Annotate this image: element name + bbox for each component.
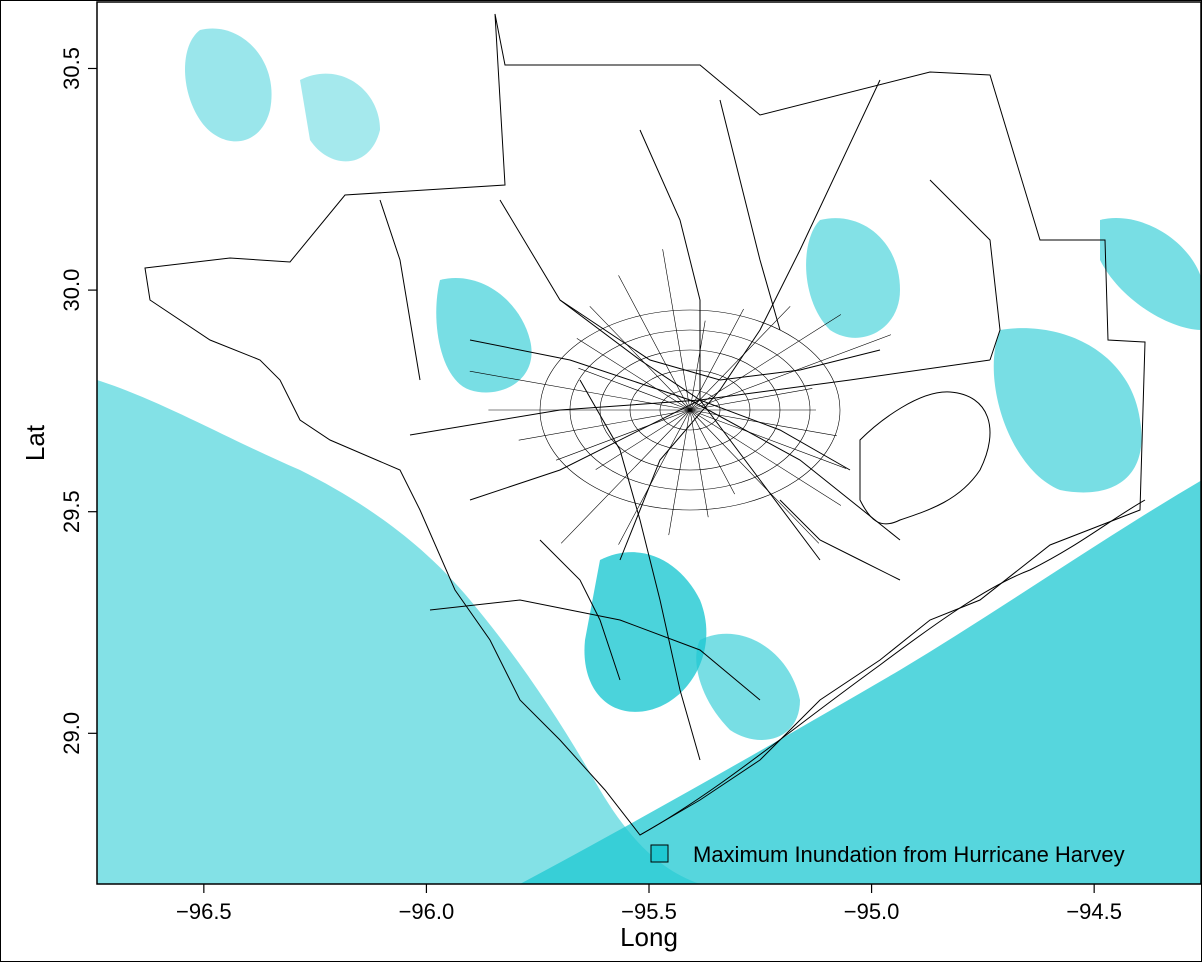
tract-line: [689, 306, 791, 411]
region-outline: [144, 13, 1146, 836]
inundation-area: [696, 633, 800, 740]
y-tick-label: 30.0: [59, 269, 84, 312]
y-tick-label: 29.5: [59, 490, 84, 533]
tract-line: [689, 409, 842, 506]
tract-line: [518, 409, 691, 441]
tract-line: [719, 99, 781, 331]
legend-label: Maximum Inundation from Hurricane Harvey: [693, 842, 1125, 867]
tract-ring: [629, 369, 751, 451]
bay-shoreline: [859, 391, 991, 525]
tract-line: [595, 409, 691, 470]
inundation-area: [300, 73, 380, 162]
legend: Maximum Inundation from Hurricane Harvey: [650, 842, 1125, 867]
tract-line: [560, 409, 691, 544]
tract-line: [689, 314, 842, 411]
tract-line: [576, 338, 691, 411]
tract-line: [469, 370, 691, 411]
inundation-area: [436, 278, 532, 393]
tract-ring: [599, 349, 781, 471]
inundation-area: [185, 28, 272, 142]
tract-line: [689, 388, 813, 411]
tract-line: [689, 409, 709, 518]
y-axis-title: Lat: [20, 424, 50, 461]
tract-line: [689, 334, 891, 411]
tract-line: [689, 409, 820, 544]
y-tick-label: 30.5: [59, 47, 84, 90]
inundation-area: [584, 552, 707, 712]
x-tick-label: −96.5: [176, 899, 232, 924]
tract-line: [929, 179, 1001, 361]
inundation-area: [520, 480, 1201, 884]
tract-line: [618, 275, 691, 411]
inundation-area: [806, 218, 900, 338]
tract-line: [469, 339, 901, 541]
x-axis: −96.5 −96.0 −95.5 −95.0 −94.5: [176, 884, 1122, 924]
plot-area: [97, 13, 1201, 884]
inundation-area: [993, 328, 1142, 493]
inundation-area: [97, 380, 700, 884]
x-tick-label: −96.0: [399, 899, 455, 924]
tract-line: [689, 308, 744, 411]
tract-line: [559, 299, 881, 381]
tract-line: [689, 409, 837, 437]
tract-line: [689, 409, 735, 495]
legend-swatch: [650, 844, 669, 863]
tract-line: [429, 599, 761, 701]
inundation-area: [1100, 218, 1201, 330]
x-tick-label: −95.5: [621, 899, 677, 924]
tract-line: [668, 409, 691, 536]
tract-line: [539, 539, 621, 681]
tract-ring: [659, 389, 721, 431]
tract-line: [618, 409, 691, 545]
inundation-layer: [97, 28, 1201, 884]
x-tick-label: −95.0: [844, 899, 900, 924]
tract-line: [689, 320, 706, 411]
y-axis: 29.0 29.5 30.0 30.5: [59, 47, 97, 755]
tract-line: [579, 379, 701, 761]
tract-line: [578, 367, 691, 411]
y-tick-label: 29.0: [59, 712, 84, 755]
tract-line: [556, 409, 691, 461]
x-tick-label: −94.5: [1066, 899, 1122, 924]
tract-ring: [569, 329, 811, 491]
tract-line: [499, 199, 821, 561]
urban-tract-cluster: [469, 249, 891, 545]
coastline: [639, 499, 1146, 836]
tract-line: [589, 306, 691, 411]
x-axis-title: Long: [620, 922, 678, 952]
tract-line: [779, 499, 901, 581]
tract-line: [662, 249, 691, 411]
tract-line: [379, 199, 421, 381]
tract-ring: [539, 309, 841, 511]
